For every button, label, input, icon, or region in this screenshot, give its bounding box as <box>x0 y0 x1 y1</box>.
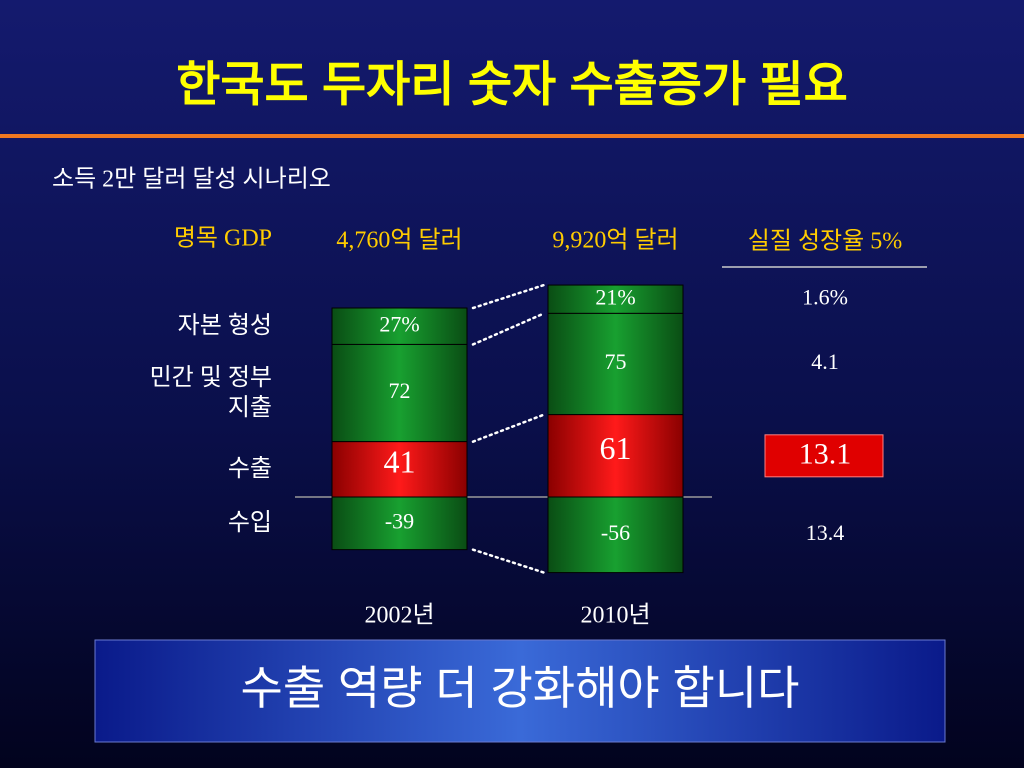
bar-segment <box>547 284 684 314</box>
connector <box>471 413 546 443</box>
subtitle: 소득 2만 달러 달성 시나리오 <box>52 166 331 193</box>
value-label: 75 <box>605 349 627 374</box>
growth-value: 13.4 <box>806 520 845 545</box>
growth-value: 4.1 <box>811 349 839 374</box>
growth-value: 13.1 <box>799 438 852 471</box>
series-label: 수입 <box>227 510 272 537</box>
banner-box <box>94 639 946 743</box>
growth-header: 실질 성장율 5% <box>748 228 902 255</box>
title: 한국도 두자리 숫자 수출증가 필요 <box>176 59 848 112</box>
value-label: -39 <box>385 508 414 533</box>
value-label: 21% <box>595 284 635 309</box>
category-total: 9,920억 달러 <box>552 227 678 254</box>
value-label: 27% <box>379 311 419 336</box>
value-label: -56 <box>601 520 630 545</box>
growth-value: 1.6% <box>802 284 848 309</box>
connector <box>471 548 546 574</box>
bar-segment <box>547 312 684 416</box>
connector <box>471 283 546 310</box>
connector <box>471 312 546 346</box>
bar-segment <box>331 343 468 443</box>
series-label: 민간 및 정부 지출 <box>149 365 272 422</box>
value-label: 72 <box>389 378 411 403</box>
value-label: 61 <box>600 430 632 466</box>
category-label: 2002년 <box>364 602 434 629</box>
header: 명목 GDP <box>174 225 272 252</box>
bar-segment <box>547 414 684 498</box>
category-total: 4,760억 달러 <box>336 227 462 254</box>
value-label: 41 <box>384 444 416 480</box>
growth-highlight <box>764 434 884 478</box>
bar-segment <box>331 496 468 551</box>
series-label: 수출 <box>227 456 272 483</box>
series-label: 자본 형성 <box>177 313 272 340</box>
banner-text: 수출 역량 더 강화해야 합니다 <box>241 662 800 714</box>
bar-segment <box>331 307 468 345</box>
bar-segment <box>547 496 684 574</box>
bar-segment <box>331 441 468 498</box>
category-label: 2010년 <box>580 602 650 629</box>
